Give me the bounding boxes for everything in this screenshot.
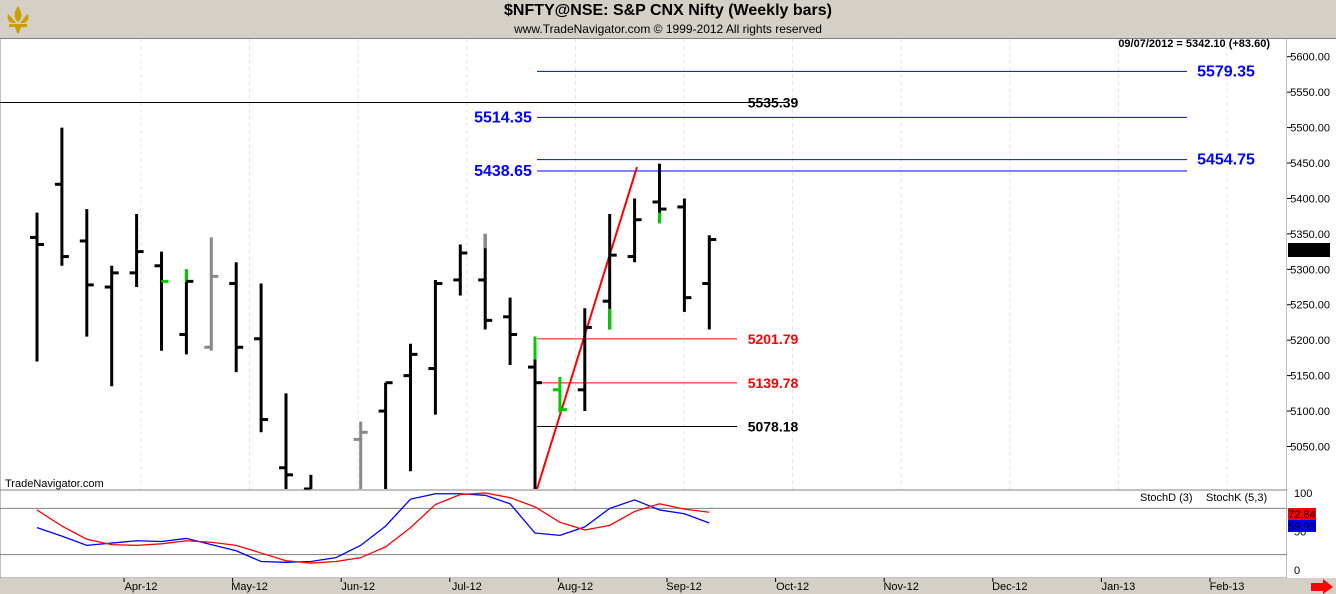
level-label: 5454.75 <box>1197 152 1255 169</box>
stochK-value: 59.93 <box>1288 521 1316 533</box>
stochK-label: StochK (5,3) <box>1206 492 1267 504</box>
date-label: Aug-12 <box>558 581 593 593</box>
price-axis <box>1287 38 1336 490</box>
last-price-tag-box <box>1288 243 1330 257</box>
level-label: 5438.65 <box>474 163 532 180</box>
price-tick-label: 5500.00 <box>1290 123 1330 135</box>
price-tick-label: 5250.00 <box>1290 300 1330 312</box>
chart-title: $NFTY@NSE: S&P CNX Nifty (Weekly bars) <box>504 2 832 19</box>
stochastic-axis <box>1287 490 1336 578</box>
copyright-text: www.TradeNavigator.com © 1999-2012 All r… <box>514 22 822 36</box>
level-label: 5139.78 <box>748 375 799 391</box>
price-tick-label: 5050.00 <box>1290 441 1330 453</box>
date-label: Apr-12 <box>124 581 157 593</box>
date-label: Sep-12 <box>666 581 701 593</box>
chart-header: $NFTY@NSE: S&P CNX Nifty (Weekly bars) w… <box>0 0 1336 39</box>
ohlc-bars <box>30 127 717 491</box>
level-label: 5535.39 <box>748 95 799 111</box>
last-price-tag: 5342.10 <box>1289 245 1329 257</box>
stochastic-pane <box>0 489 1288 579</box>
date-label: Jan-13 <box>1102 581 1136 593</box>
price-axis-ticks: 5600.00 5550.00 5500.00 5450.00 5400.00 5350.… <box>1287 52 1330 453</box>
scroll-right-arrow-icon[interactable] <box>1311 579 1333 594</box>
price-tick-label: 5200.00 <box>1290 335 1330 347</box>
price-tick-label: 5100.00 <box>1290 406 1330 418</box>
stochD-value-box <box>1288 508 1316 520</box>
price-tick-label: 5450.00 <box>1290 158 1330 170</box>
level-label: 5579.35 <box>1197 63 1255 80</box>
price-pane <box>0 37 1288 491</box>
stochD-value: 72.84 <box>1288 509 1316 521</box>
fleur-logo-icon <box>7 6 29 33</box>
last-bar-info: 09/07/2012 = 5342.10 (+83.60) <box>1118 38 1270 50</box>
price-tick-label: 5400.00 <box>1290 193 1330 205</box>
stochD-line <box>36 492 710 564</box>
stochD-label: StochD (3) <box>1140 492 1193 504</box>
date-label: May-12 <box>231 581 268 593</box>
date-label: Jul-12 <box>452 581 482 593</box>
price-tick-label: 5550.00 <box>1290 87 1330 99</box>
stoch-tick-label: 0 <box>1294 565 1300 577</box>
chart-watermark: TradeNavigator.com <box>5 478 104 490</box>
stoch-tick-label: 100 <box>1294 488 1312 500</box>
price-levels: 5579.35 5535.39 5514.35 5454.75 5438.65 5201.… <box>0 63 1255 435</box>
level-label: 5201.79 <box>748 331 799 347</box>
stochastic-lines <box>0 492 1287 564</box>
price-tick-label: 5600.00 <box>1290 52 1330 64</box>
price-tick-label: 5300.00 <box>1290 264 1330 276</box>
level-label: 5078.18 <box>748 419 799 435</box>
date-gridlines <box>140 39 1228 578</box>
level-label: 5514.35 <box>474 109 532 126</box>
date-label: Feb-13 <box>1210 581 1245 593</box>
date-axis-labels: Apr-12 May-12 Jun-12 Jul-12 Aug-12 Sep-12 Oct-… <box>123 578 1245 593</box>
date-label: Dec-12 <box>992 581 1027 593</box>
stochK-value-box <box>1288 520 1316 532</box>
date-label: Jun-12 <box>341 581 375 593</box>
date-axis <box>0 578 1336 594</box>
price-tick-label: 5350.00 <box>1290 229 1330 241</box>
date-label: Oct-12 <box>776 581 809 593</box>
stochK-line <box>36 493 710 563</box>
price-tick-label: 5150.00 <box>1290 371 1330 383</box>
date-label: Nov-12 <box>883 581 918 593</box>
